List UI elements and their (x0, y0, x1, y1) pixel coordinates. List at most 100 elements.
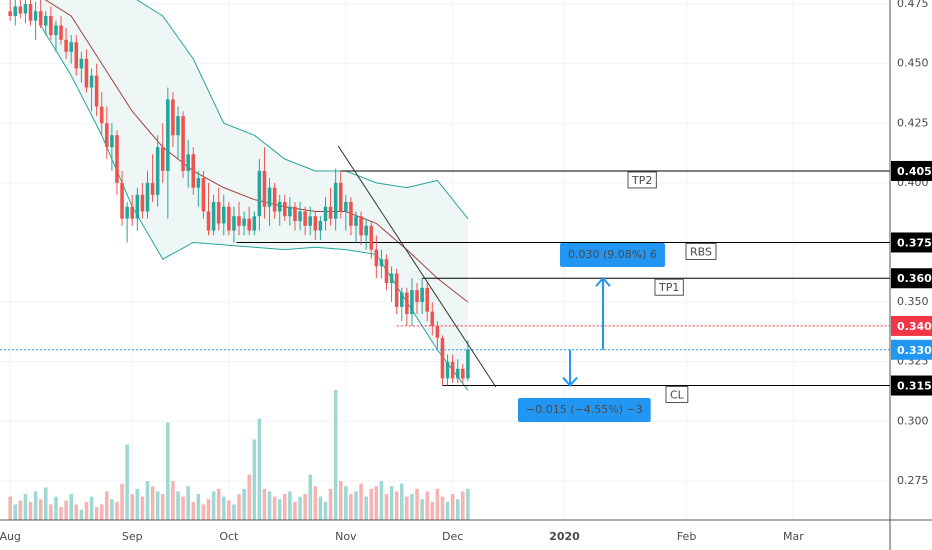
candle-body (272, 187, 277, 212)
volume-bar (49, 504, 53, 520)
volume-bar (328, 488, 333, 520)
candle-body (8, 11, 12, 16)
volume-bar (435, 488, 440, 520)
candle-body (328, 206, 333, 219)
volume-bar (155, 491, 160, 520)
candle-body (216, 201, 221, 224)
candle-body (313, 216, 318, 231)
levels (0, 170, 890, 387)
candle-body (176, 116, 180, 136)
candle-body (84, 58, 89, 88)
candle-body (110, 135, 114, 148)
y-tick-label: 0.275 (897, 474, 929, 487)
volume-bar (344, 486, 348, 520)
level-name-box (685, 242, 717, 260)
band-basis (44, 0, 469, 303)
annotations: TP2 RBS TP1 CL 0.030 (9.08%) 6 −0.015 (−4.55%… (518, 171, 717, 422)
volume-bar (384, 494, 389, 520)
candle-body (466, 349, 470, 379)
candle-body (186, 154, 190, 171)
candle-body (455, 368, 460, 379)
volume-bar (13, 504, 18, 520)
level-price-label: 0.405 (891, 160, 932, 181)
level-price-box (891, 315, 932, 336)
candle-body (318, 221, 323, 231)
volume-bar (99, 504, 104, 520)
candle-body (155, 147, 160, 195)
volume-bar (79, 509, 84, 520)
candle-body (196, 178, 201, 188)
x-tick-label: Oct (219, 530, 239, 543)
volume-bar (461, 491, 465, 520)
volume-bar (394, 491, 399, 520)
candle-body (191, 154, 196, 188)
volume-bar (211, 491, 216, 520)
candle-body (399, 292, 404, 307)
measure-text: 0.030 (9.08%) 6 (568, 248, 657, 261)
y-tick-label: 0.350 (897, 295, 929, 308)
volume-bar (227, 500, 231, 520)
volume-bar (440, 496, 445, 520)
candle-body (379, 259, 384, 267)
level-price-text: 0.315 (897, 380, 932, 393)
band-upper (136, 0, 469, 219)
candle-body (130, 206, 135, 219)
y-tick-label: 0.300 (897, 414, 929, 427)
candle-body (364, 225, 368, 236)
volume-bar (455, 499, 460, 520)
candle-body (232, 216, 236, 231)
volume-bar (430, 501, 435, 520)
volume-bar (450, 494, 455, 520)
volume-bar (201, 504, 206, 520)
candle-body (145, 182, 150, 212)
candle-body (425, 287, 429, 312)
volume-bar (110, 499, 114, 520)
candle-body (288, 206, 292, 217)
level-name: TP2 (631, 174, 652, 187)
candle-body (354, 216, 358, 226)
volume-bar (84, 501, 89, 520)
candle-body (338, 182, 343, 212)
volume-bar (242, 488, 246, 520)
volume-bar (43, 487, 48, 520)
grid (0, 0, 890, 520)
candle-body (59, 25, 63, 40)
candle-body (79, 58, 84, 69)
candle-body (206, 211, 211, 231)
volume-bar (272, 496, 277, 520)
candle-body (293, 206, 297, 222)
volume-bar (338, 481, 343, 520)
volume-bar (379, 481, 384, 520)
candle-body (384, 259, 389, 284)
measure-arrowhead (562, 376, 578, 388)
volume-bar (74, 504, 79, 520)
candle-body (394, 273, 399, 307)
candle-body (435, 325, 440, 338)
volume-bar (267, 491, 272, 520)
level-name-tag: CL (665, 386, 689, 404)
level-name-tag: RBS (685, 242, 717, 260)
candle-body (415, 290, 419, 303)
candles (8, 0, 497, 388)
volume-bar (323, 501, 328, 520)
volume-bar (333, 390, 338, 520)
x-tick-label: Feb (677, 530, 696, 543)
candle-body (135, 194, 140, 219)
volume-bar (399, 483, 404, 520)
volume-bar (186, 486, 190, 520)
candle-body (257, 170, 262, 217)
candle-body (440, 337, 445, 379)
candle-body (150, 182, 155, 195)
candle-body (308, 216, 313, 226)
candle-body (105, 123, 109, 148)
volume-bar (283, 494, 287, 520)
volume-bar (196, 494, 201, 520)
candle-body (181, 116, 185, 171)
volume-bar (415, 488, 419, 520)
volume-bar (298, 496, 302, 520)
level-name-box (665, 386, 689, 404)
candle-body (23, 4, 28, 14)
volume-bar (135, 488, 140, 520)
level-price-box (891, 232, 932, 253)
